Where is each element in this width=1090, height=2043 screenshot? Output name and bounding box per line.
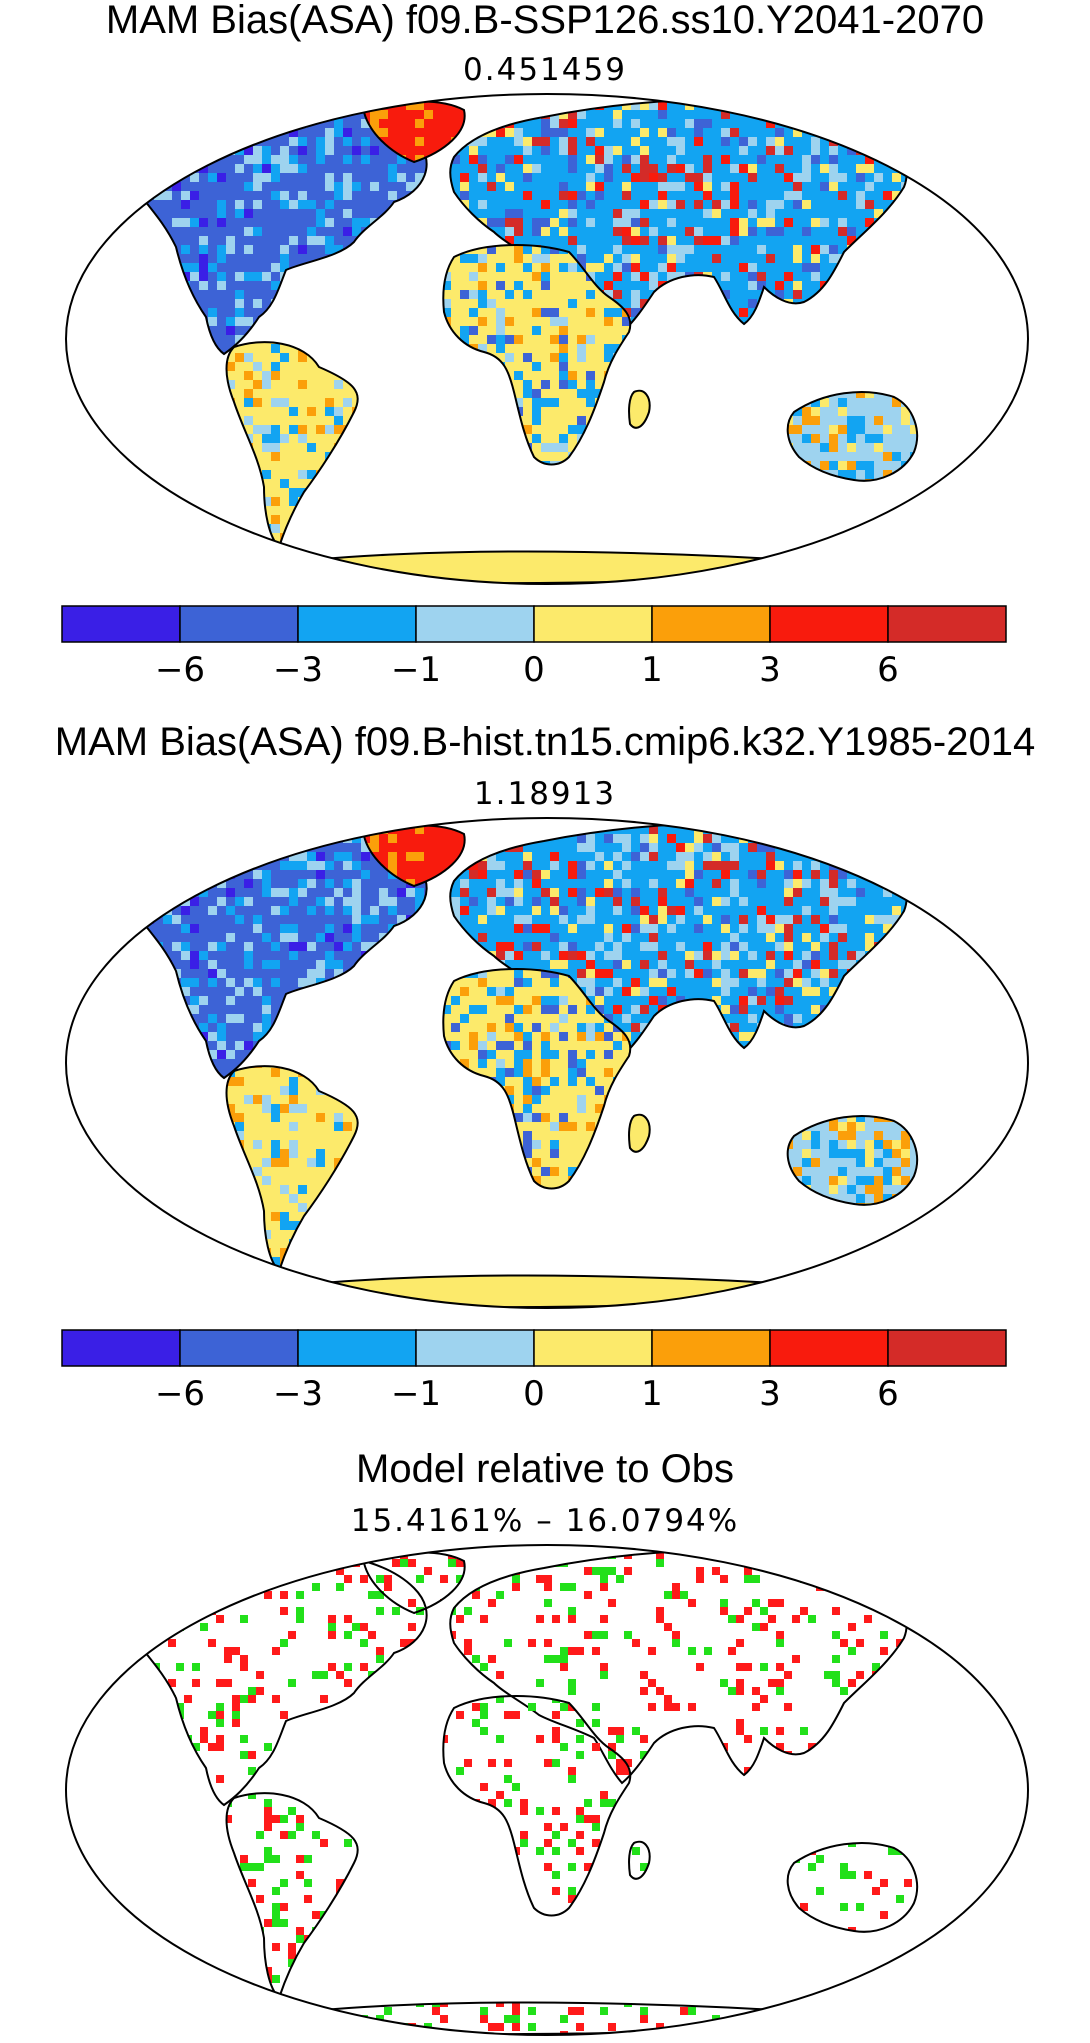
- colorbar-swatch: [652, 606, 770, 642]
- colorbar-swatch: [770, 1330, 888, 1366]
- panel-3-subtitle: 15.4161% – 16.0794%: [0, 1503, 1090, 1539]
- colorbar-tick-label: 3: [759, 650, 781, 690]
- panel-1-subtitle: 0.451459: [0, 52, 1090, 88]
- colorbar-tick-label: 1: [641, 1374, 663, 1414]
- colorbar-tick-label: 6: [877, 650, 899, 690]
- colorbar-tick-label: −1: [391, 1374, 441, 1414]
- colorbar-tick-label: 6: [877, 1374, 899, 1414]
- colorbar-tick-label: −3: [273, 650, 323, 690]
- colorbar-swatch: [534, 606, 652, 642]
- colorbar-swatch: [62, 1330, 180, 1366]
- panel-2-subtitle: 1.18913: [0, 776, 1090, 812]
- colorbar-swatch: [298, 606, 416, 642]
- colorbar-swatch: [416, 1330, 534, 1366]
- colorbar-tick-label: 3: [759, 1374, 781, 1414]
- colorbar-swatch: [652, 1330, 770, 1366]
- colorbar-swatch: [888, 1330, 1006, 1366]
- colorbar-tick-label: −1: [391, 650, 441, 690]
- panel-2-colorbar: −6 −3 −1 0 1 3 6: [60, 1328, 1030, 1418]
- colorbar-tick-label: −6: [155, 650, 205, 690]
- map-ocean: [64, 1543, 1030, 2037]
- colorbar-swatch: [62, 606, 180, 642]
- colorbar-tick-label: −6: [155, 1374, 205, 1414]
- colorbar-swatch: [534, 1330, 652, 1366]
- colorbar-swatch: [770, 606, 888, 642]
- colorbar-swatch: [180, 606, 298, 642]
- panel-1-title: MAM Bias(ASA) f09.B-SSP126.ss10.Y2041-20…: [0, 0, 1090, 43]
- panel-2-title: MAM Bias(ASA) f09.B-hist.tn15.cmip6.k32.…: [0, 720, 1090, 765]
- colorbar-tick-label: 1: [641, 650, 663, 690]
- panel-1-colorbar: −6 −3 −1 0 1 3 6: [60, 604, 1030, 694]
- colorbar-tick-label: 0: [523, 1374, 545, 1414]
- colorbar-swatch: [416, 606, 534, 642]
- colorbar-swatch: [298, 1330, 416, 1366]
- panel-3-title: Model relative to Obs: [0, 1447, 1090, 1492]
- colorbar-tick-label: −3: [273, 1374, 323, 1414]
- colorbar-swatch: [180, 1330, 298, 1366]
- colorbar-swatch: [888, 606, 1006, 642]
- colorbar-tick-label: 0: [523, 650, 545, 690]
- panel-3-map: [64, 1543, 1030, 2037]
- panel-2-map: [64, 816, 1030, 1310]
- panel-1-map: [64, 92, 1030, 586]
